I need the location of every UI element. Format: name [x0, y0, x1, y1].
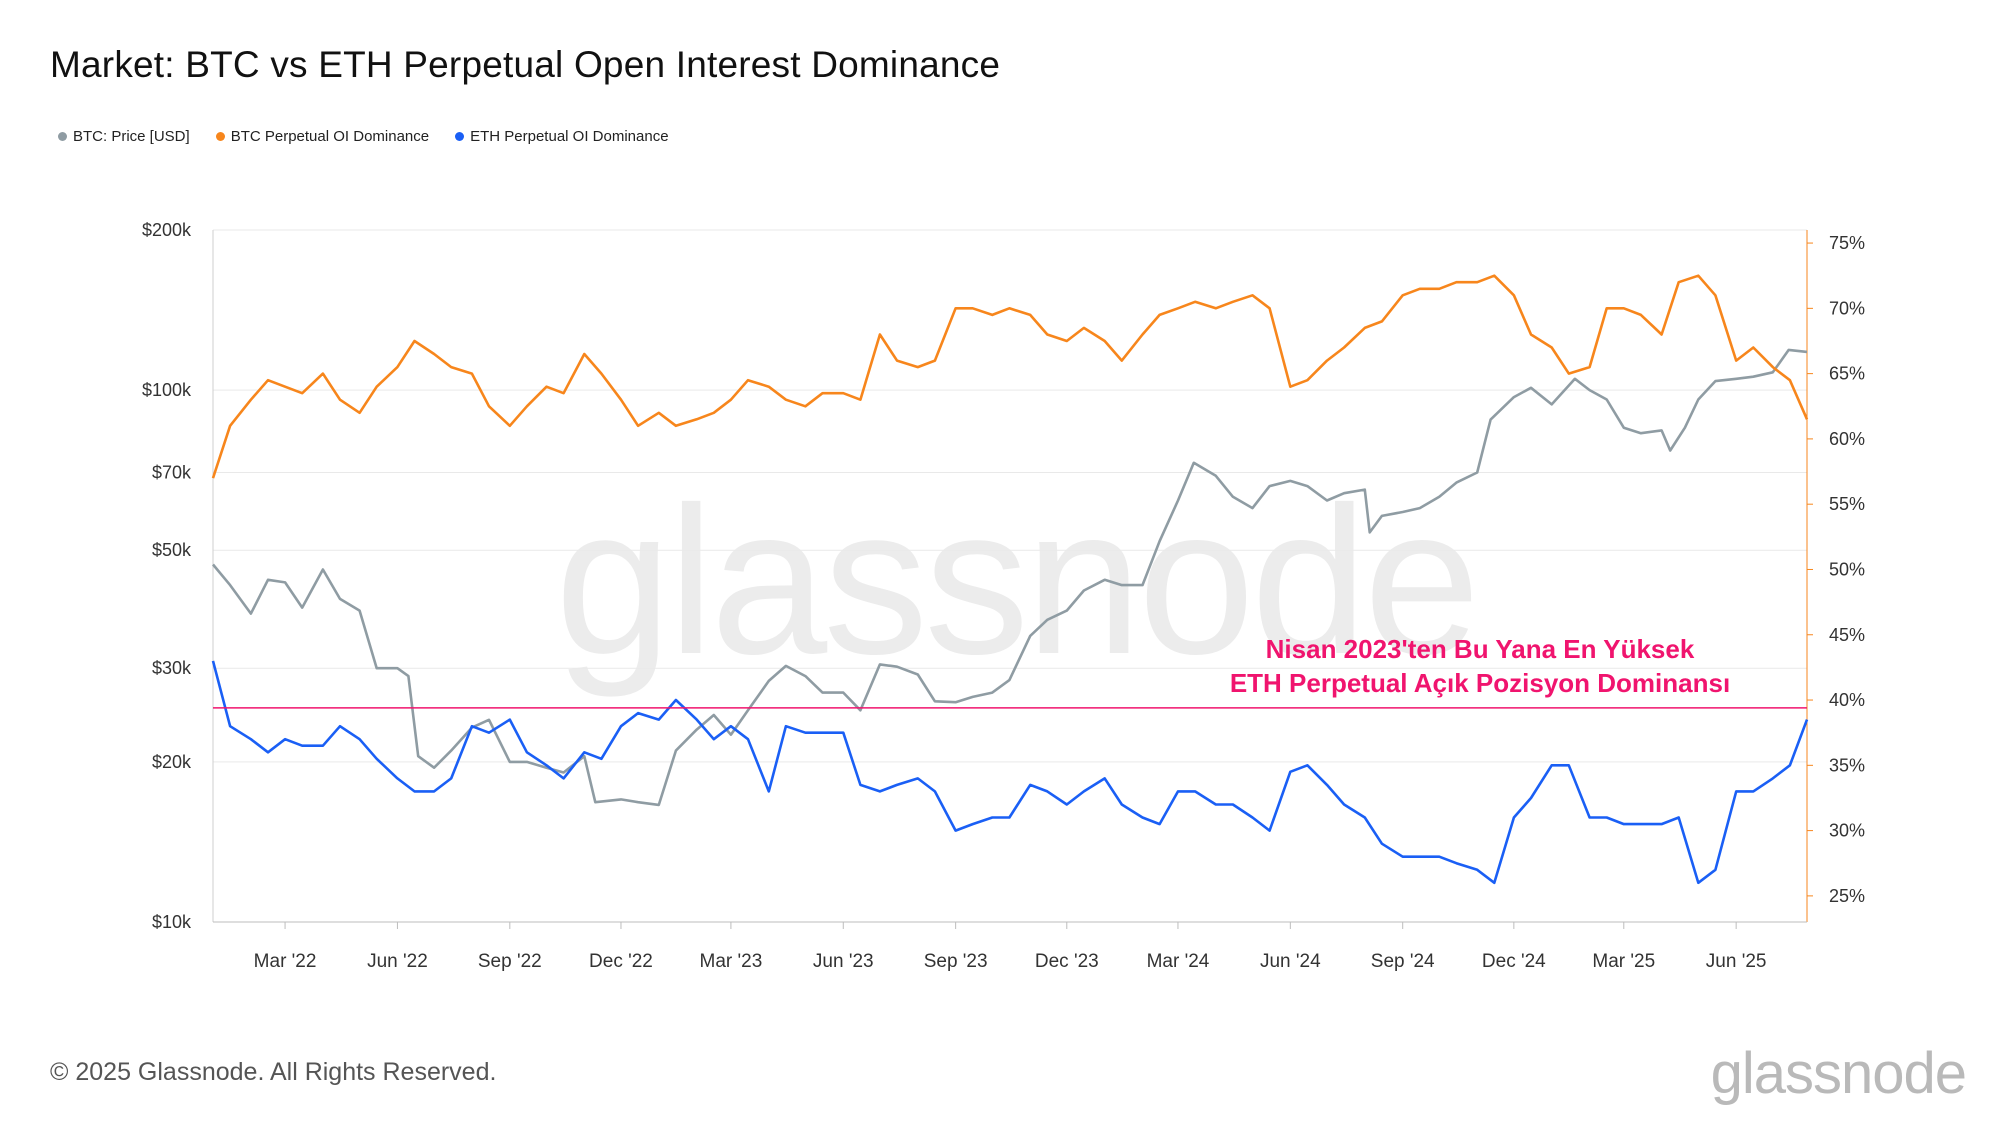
- y-right-tick-label: 25%: [1829, 886, 1865, 906]
- x-tick-label: Jun '22: [367, 951, 428, 972]
- x-tick-label: Dec '23: [1035, 951, 1099, 972]
- y-right-tick-label: 75%: [1829, 233, 1865, 253]
- annotation-line-1: Nisan 2023'ten Bu Yana En Yüksek: [1265, 634, 1695, 664]
- x-tick-label: Sep '22: [478, 951, 542, 972]
- y-right-tick-label: 40%: [1829, 690, 1865, 710]
- series-eth-oi-dominance-line: [211, 660, 1809, 885]
- annotation-line-2: ETH Perpetual Açık Pozisyon Dominansı: [1229, 668, 1731, 698]
- y-right-tick-label: 65%: [1829, 364, 1865, 384]
- x-tick-label: Dec '22: [589, 951, 653, 972]
- y-left-tick-label: $20k: [152, 752, 192, 772]
- y-left-tick-label: $70k: [152, 463, 192, 483]
- y-left-tick-label: $200k: [142, 220, 192, 240]
- legend-item-eth-oi[interactable]: ETH Perpetual OI Dominance: [455, 128, 669, 145]
- x-tick-label: Dec '24: [1482, 951, 1546, 972]
- y-right-tick-label: 45%: [1829, 625, 1865, 645]
- legend-label-eth-oi: ETH Perpetual OI Dominance: [470, 128, 669, 145]
- legend: BTC: Price [USD] BTC Perpetual OI Domina…: [58, 128, 669, 145]
- x-tick-label: Jun '24: [1260, 951, 1321, 972]
- legend-label-btc-oi: BTC Perpetual OI Dominance: [230, 128, 430, 145]
- x-tick-label: Mar '23: [700, 951, 763, 972]
- chart-title: Market: BTC vs ETH Perpetual Open Intere…: [50, 44, 1001, 85]
- legend-dot-btc-price: [58, 132, 67, 141]
- y-left-tick-label: $10k: [152, 912, 192, 932]
- y-right-tick-label: 55%: [1829, 494, 1865, 514]
- x-tick-label: Mar '25: [1592, 951, 1655, 972]
- x-tick-label: Sep '23: [924, 951, 988, 972]
- y-right-tick-label: 35%: [1829, 755, 1865, 775]
- y-left-tick-label: $50k: [152, 540, 192, 560]
- x-tick-label: Jun '25: [1706, 951, 1767, 972]
- glassnode-logo: glassnode: [1710, 1041, 1967, 1106]
- annotation-text: Nisan 2023'ten Bu Yana En Yüksek ETH Per…: [1120, 632, 1840, 700]
- y-left-tick-label: $30k: [152, 658, 192, 678]
- x-tick-label: Mar '22: [254, 951, 317, 972]
- y-left-tick-label: $100k: [142, 380, 192, 400]
- x-tick-label: Jun '23: [813, 951, 874, 972]
- x-tick-label: Mar '24: [1147, 951, 1210, 972]
- copyright-footer: © 2025 Glassnode. All Rights Reserved.: [50, 1058, 497, 1086]
- y-right-tick-label: 30%: [1829, 821, 1865, 841]
- legend-dot-eth-oi: [455, 132, 465, 141]
- y-right-tick-label: 60%: [1829, 429, 1865, 449]
- y-right-tick-label: 50%: [1829, 559, 1865, 579]
- series-btc-price-line: [211, 348, 1808, 807]
- x-tick-label: Sep '24: [1371, 951, 1435, 972]
- legend-item-btc-price[interactable]: BTC: Price [USD]: [58, 128, 190, 145]
- y-right-tick-label: 70%: [1829, 298, 1865, 318]
- legend-dot-btc-oi: [215, 132, 225, 141]
- legend-label-btc-price: BTC: Price [USD]: [73, 128, 190, 145]
- series-btc-oi-dominance-line: [211, 274, 1809, 479]
- legend-item-btc-oi[interactable]: BTC Perpetual OI Dominance: [215, 128, 430, 145]
